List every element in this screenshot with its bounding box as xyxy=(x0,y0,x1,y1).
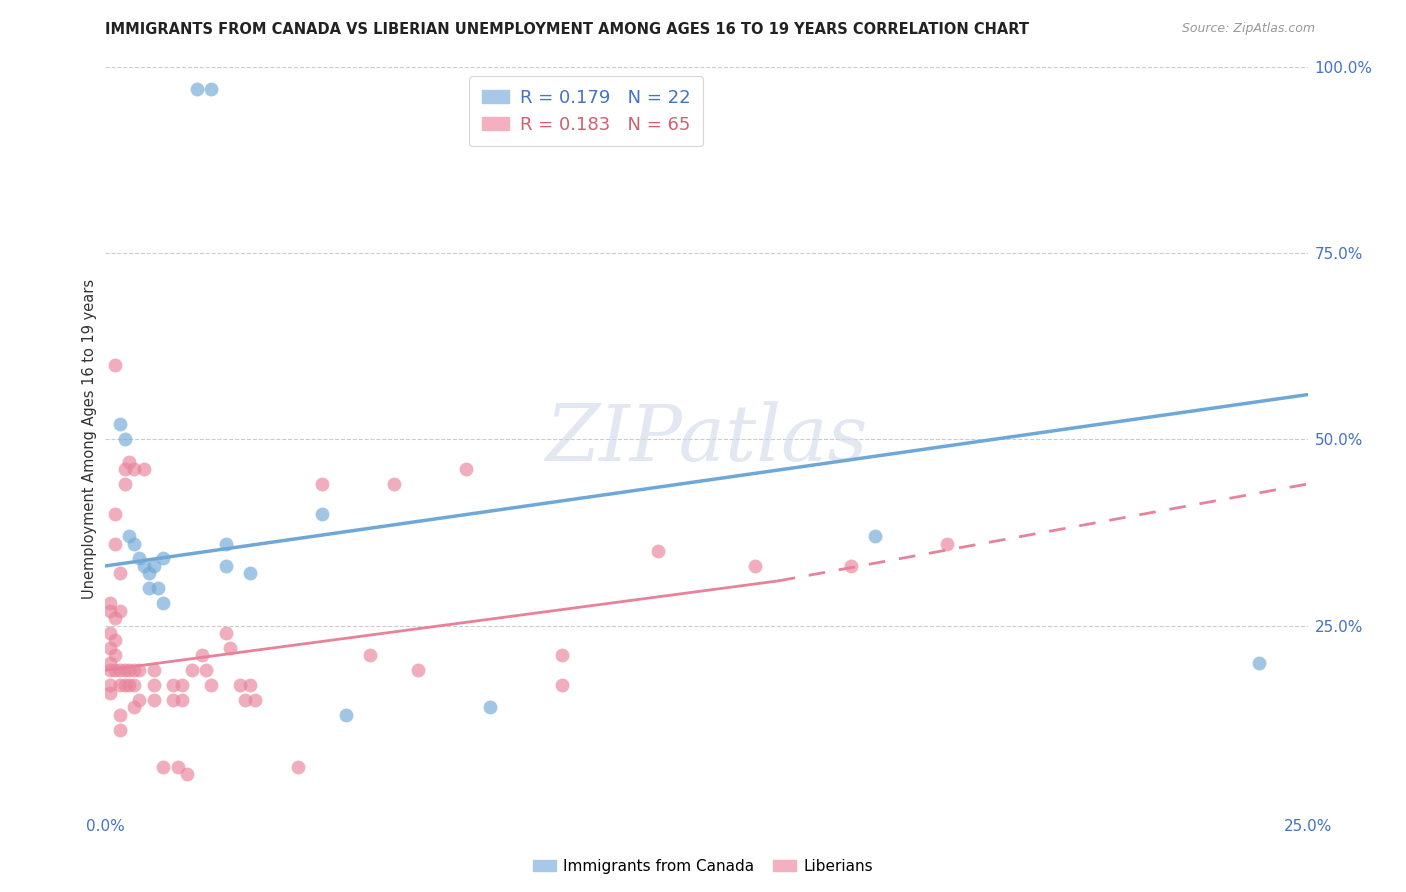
Point xyxy=(114,433,136,447)
Point xyxy=(124,663,146,677)
Point xyxy=(181,663,204,677)
Point xyxy=(98,663,121,677)
Point xyxy=(551,648,574,663)
Point xyxy=(128,693,150,707)
Point xyxy=(239,566,262,581)
Point xyxy=(114,477,136,491)
Point xyxy=(152,760,174,774)
Point xyxy=(104,611,127,625)
Point xyxy=(142,558,165,573)
Point xyxy=(287,760,309,774)
Point xyxy=(118,455,141,469)
Point xyxy=(647,544,669,558)
Point xyxy=(839,558,862,573)
Point xyxy=(98,604,121,618)
Point xyxy=(114,663,136,677)
Point xyxy=(104,633,127,648)
Point xyxy=(214,536,236,550)
Point xyxy=(108,663,131,677)
Text: Source: ZipAtlas.com: Source: ZipAtlas.com xyxy=(1181,22,1315,36)
Point xyxy=(195,663,218,677)
Point xyxy=(128,663,150,677)
Point xyxy=(311,507,333,521)
Point xyxy=(98,656,121,670)
Point xyxy=(243,693,266,707)
Point xyxy=(124,678,146,692)
Point xyxy=(148,582,170,596)
Point xyxy=(214,626,236,640)
Point xyxy=(176,767,198,781)
Point xyxy=(118,529,141,543)
Point xyxy=(142,678,165,692)
Point xyxy=(406,663,429,677)
Point xyxy=(239,678,262,692)
Point xyxy=(108,604,131,618)
Point xyxy=(108,723,131,737)
Point xyxy=(114,678,136,692)
Point xyxy=(744,558,766,573)
Point xyxy=(98,596,121,610)
Point xyxy=(124,700,146,714)
Point xyxy=(172,693,194,707)
Point xyxy=(162,678,184,692)
Point xyxy=(229,678,252,692)
Y-axis label: Unemployment Among Ages 16 to 19 years: Unemployment Among Ages 16 to 19 years xyxy=(82,279,97,599)
Point xyxy=(132,462,155,476)
Point xyxy=(359,648,381,663)
Legend: R = 0.179   N = 22, R = 0.183   N = 65: R = 0.179 N = 22, R = 0.183 N = 65 xyxy=(470,76,703,146)
Point xyxy=(138,582,160,596)
Point xyxy=(479,700,502,714)
Point xyxy=(98,626,121,640)
Point xyxy=(152,596,174,610)
Point xyxy=(104,648,127,663)
Point xyxy=(551,678,574,692)
Point xyxy=(114,462,136,476)
Point xyxy=(335,707,357,722)
Point xyxy=(200,678,222,692)
Point xyxy=(132,558,155,573)
Point xyxy=(104,358,127,372)
Point xyxy=(98,640,121,655)
Point xyxy=(214,558,236,573)
Point xyxy=(124,462,146,476)
Point xyxy=(138,566,160,581)
Point xyxy=(200,82,222,96)
Point xyxy=(98,685,121,699)
Point xyxy=(128,551,150,566)
Point xyxy=(142,663,165,677)
Point xyxy=(166,760,188,774)
Point xyxy=(186,82,208,96)
Point xyxy=(142,693,165,707)
Legend: Immigrants from Canada, Liberians: Immigrants from Canada, Liberians xyxy=(527,853,879,880)
Point xyxy=(311,477,333,491)
Point xyxy=(108,707,131,722)
Point xyxy=(382,477,405,491)
Point xyxy=(454,462,477,476)
Point xyxy=(190,648,212,663)
Point xyxy=(118,678,141,692)
Point xyxy=(104,663,127,677)
Text: IMMIGRANTS FROM CANADA VS LIBERIAN UNEMPLOYMENT AMONG AGES 16 TO 19 YEARS CORREL: IMMIGRANTS FROM CANADA VS LIBERIAN UNEMP… xyxy=(105,22,1029,37)
Point xyxy=(936,536,959,550)
Point xyxy=(118,663,141,677)
Point xyxy=(108,678,131,692)
Point xyxy=(98,678,121,692)
Point xyxy=(104,507,127,521)
Point xyxy=(104,536,127,550)
Text: ZIPatlas: ZIPatlas xyxy=(546,401,868,477)
Point xyxy=(152,551,174,566)
Point xyxy=(233,693,256,707)
Point xyxy=(108,417,131,432)
Point xyxy=(219,640,242,655)
Point xyxy=(124,536,146,550)
Point xyxy=(172,678,194,692)
Point xyxy=(1249,656,1271,670)
Point xyxy=(162,693,184,707)
Point xyxy=(863,529,886,543)
Point xyxy=(108,566,131,581)
